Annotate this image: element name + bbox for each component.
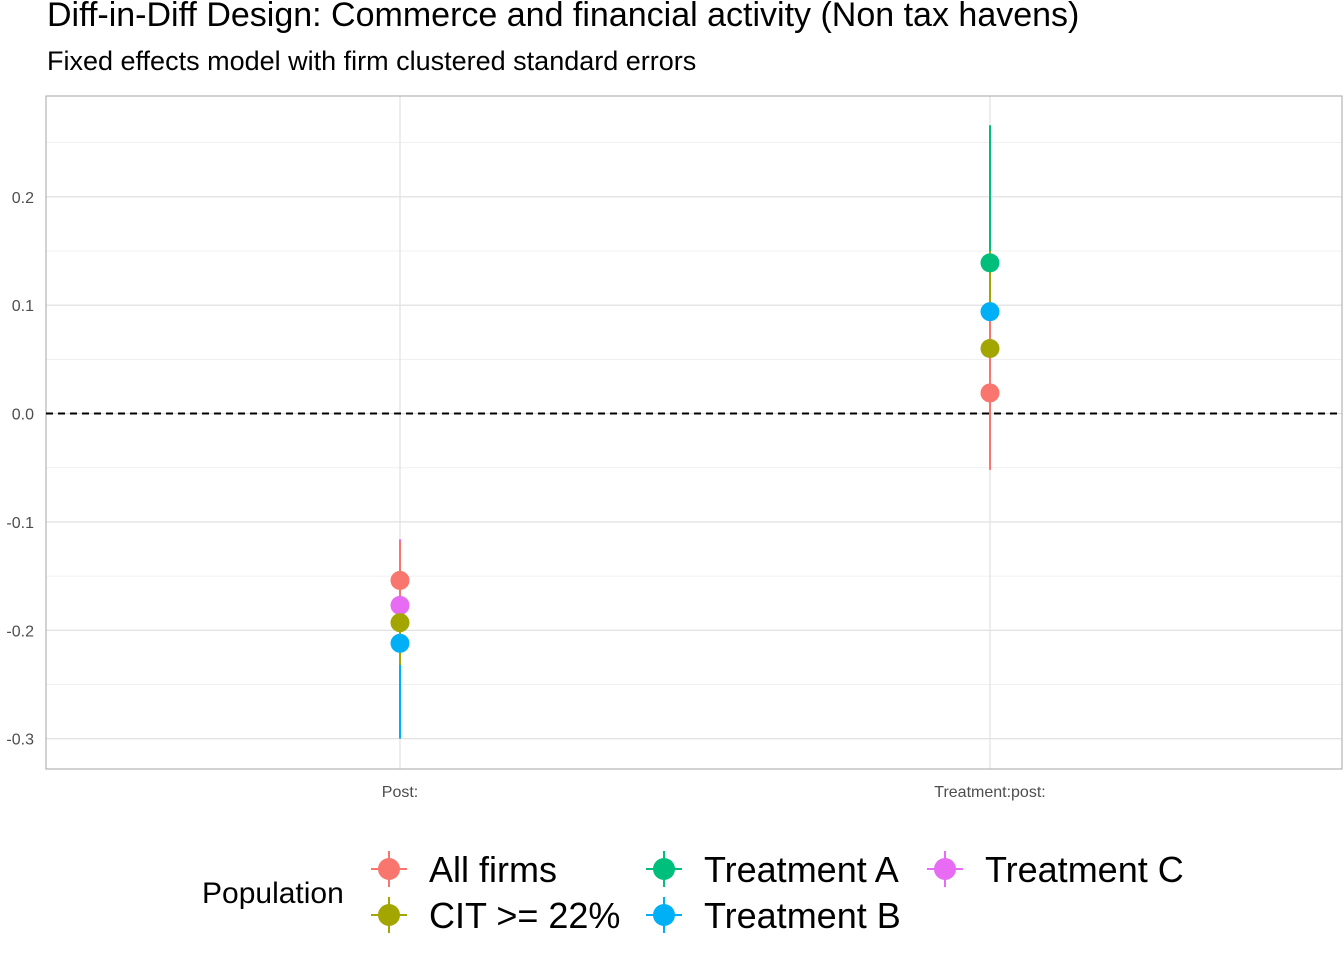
chart-subtitle: Fixed effects model with firm clustered … [47, 46, 697, 76]
legend-key-point [934, 858, 956, 880]
coefficient-point [390, 613, 410, 633]
legend-label: Treatment B [704, 895, 901, 936]
coefficient-point [390, 633, 410, 653]
y-tick-label: 0.1 [12, 298, 34, 315]
legend-key-point [378, 904, 400, 926]
panel-border [45, 95, 1343, 770]
y-tick-label: 0.2 [12, 190, 34, 207]
legend-label: Treatment A [704, 849, 899, 890]
legend-label: All firms [429, 849, 557, 890]
legend-title: Population [202, 877, 344, 910]
legend: Population All firms CIT >= 22% Treatment A… [202, 849, 1184, 936]
legend-item: Treatment C [927, 849, 1184, 890]
y-tick-label: -0.2 [6, 623, 34, 640]
coefficient-point [390, 570, 410, 590]
legend-item: Treatment A [646, 849, 899, 890]
plot-panel: -0.3 -0.2 -0.1 0.0 0.1 0.2 Post: Treatment:post… [6, 95, 1343, 801]
y-tick-label: -0.3 [6, 732, 34, 749]
coefficient-point [980, 339, 1000, 359]
coefficient-point [980, 253, 1000, 273]
x-tick-label: Treatment:post: [934, 784, 1045, 801]
legend-item: CIT >= 22% [371, 895, 620, 936]
legend-item: All firms [371, 849, 557, 890]
chart-title: Diff-in-Diff Design: Commerce and financ… [47, 0, 1080, 34]
coefficient-point [390, 595, 410, 615]
legend-key-point [653, 858, 675, 880]
legend-key-point [653, 904, 675, 926]
legend-label: CIT >= 22% [429, 895, 620, 936]
legend-label: Treatment C [985, 849, 1184, 890]
x-tick-label: Post: [382, 784, 418, 801]
legend-item: Treatment B [646, 895, 901, 936]
legend-key-point [378, 858, 400, 880]
coefficient-point [980, 302, 1000, 322]
y-tick-label: -0.1 [6, 515, 34, 532]
coefficient-point [980, 383, 1000, 403]
y-tick-label: 0.0 [12, 407, 34, 424]
